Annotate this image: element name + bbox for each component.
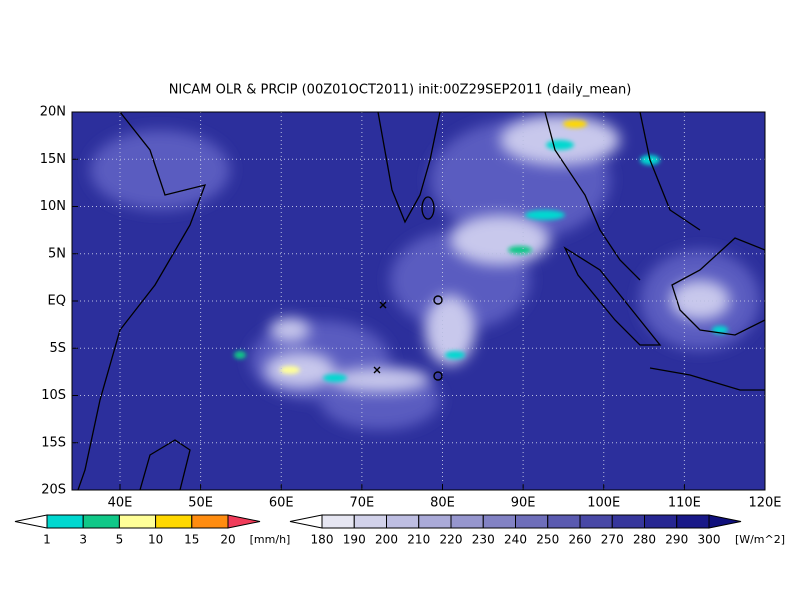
colorbar-arrow (289, 514, 323, 529)
colorbar-arrow (227, 514, 261, 529)
lat-label: 10S (41, 388, 66, 403)
lat-label: 20S (41, 483, 66, 498)
title: NICAM OLR & PRCIP (00Z01OCT2011) init:00… (169, 83, 632, 98)
lon-label: 100E (587, 496, 620, 511)
colorbar-label: 3 (79, 533, 87, 547)
colorbar-label: 200 (375, 533, 398, 547)
lat-label: 5S (49, 341, 66, 356)
colorbar-box (579, 514, 613, 529)
lon-label: 90E (511, 496, 536, 511)
coastlines (77, 112, 765, 490)
circle-marker (433, 295, 443, 305)
map (72, 112, 765, 490)
lat-label: 15S (41, 435, 66, 450)
colorbar-box (450, 514, 484, 529)
precip-cells (234, 120, 728, 382)
madagascar (139, 439, 191, 490)
sri-lanka (421, 196, 435, 220)
colorbar-box (482, 514, 516, 529)
markers (373, 295, 443, 381)
colorbar-label: 1 (43, 533, 51, 547)
colorbar-box (644, 514, 678, 529)
lat-label: 5N (48, 246, 66, 261)
lon-label: 80E (430, 496, 455, 511)
colorbar-label: 180 (311, 533, 334, 547)
colorbar-label: 240 (504, 533, 527, 547)
lon-label: 50E (188, 496, 213, 511)
colorbar-label: 250 (536, 533, 559, 547)
colorbar-label: 260 (569, 533, 592, 547)
colorbar-box (46, 514, 84, 529)
colorbar-label: 270 (601, 533, 624, 547)
colorbar-box (611, 514, 645, 529)
lat-label: 20N (40, 105, 66, 120)
colorbar-box (191, 514, 229, 529)
colorbar-label: 210 (407, 533, 430, 547)
lon-label: 110E (668, 496, 701, 511)
lat-label: EQ (48, 294, 66, 309)
colorbar-box (676, 514, 710, 529)
borneo (671, 237, 765, 336)
colorbar-label: 15 (184, 533, 199, 547)
colorbar-label: 290 (665, 533, 688, 547)
java-coast (649, 367, 765, 391)
colorbar-label: 20 (220, 533, 235, 547)
colorbar-box (515, 514, 549, 529)
africa-coast (77, 112, 207, 490)
colorbar-box (118, 514, 157, 529)
colorbar-unit: [mm/h] (250, 533, 291, 546)
colorbar-label: 5 (116, 533, 124, 547)
colorbar-arrow (14, 514, 48, 529)
colorbar-unit: [W/m^2] (735, 533, 785, 546)
indochina-coast (544, 112, 641, 281)
colorbar-box (547, 514, 581, 529)
colorbar-arrow (708, 514, 742, 529)
colorbar-box (82, 514, 120, 529)
lon-label: 60E (269, 496, 294, 511)
india-coast (377, 112, 441, 224)
lat-label: 15N (40, 152, 66, 167)
circle-marker (433, 371, 443, 381)
colorbar-label: 230 (472, 533, 495, 547)
colorbar-box (155, 514, 193, 529)
lon-label: 70E (349, 496, 374, 511)
colorbar-label: 300 (698, 533, 721, 547)
colorbar-box (386, 514, 420, 529)
colorbar-label: 10 (148, 533, 163, 547)
vietnam-coast (639, 112, 701, 231)
lon-label: 120E (748, 496, 781, 511)
colorbar-label: 280 (633, 533, 656, 547)
lat-label: 10N (40, 199, 66, 214)
colorbar-label: 220 (440, 533, 463, 547)
colorbar-box (418, 514, 452, 529)
sumatra (563, 246, 662, 346)
cross-marker (379, 301, 387, 309)
lon-label: 40E (108, 496, 133, 511)
colorbar-label: 190 (343, 533, 366, 547)
cross-marker (373, 366, 381, 374)
colorbar-box (321, 514, 355, 529)
colorbar-box (353, 514, 387, 529)
